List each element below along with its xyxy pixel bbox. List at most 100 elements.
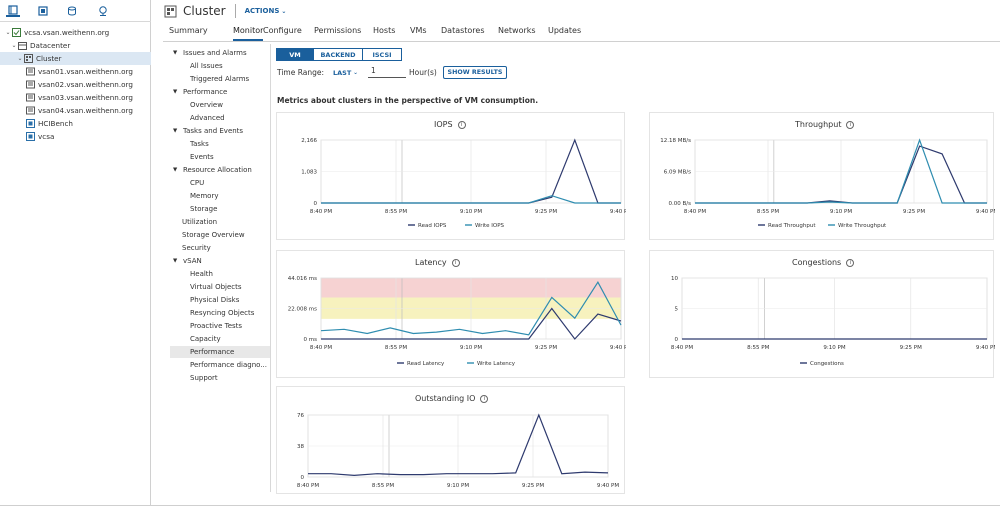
y-tick-label: 6.09 MB/s: [664, 170, 691, 176]
x-tick-label: 9:10 PM: [447, 483, 469, 489]
hosts-clusters-view-icon[interactable]: [6, 4, 20, 17]
show-results-button[interactable]: SHOW RESULTS: [443, 66, 507, 79]
tab-vms[interactable]: VMs: [410, 26, 427, 35]
subnav-item[interactable]: Virtual Objects: [170, 281, 270, 293]
y-tick-label: 22.008 ms: [288, 307, 317, 313]
subnav-item[interactable]: Capacity: [170, 333, 270, 345]
subnav-item[interactable]: Health: [170, 268, 270, 280]
info-icon[interactable]: i: [480, 394, 489, 403]
x-tick-label: 8:55 PM: [372, 483, 394, 489]
tree-item[interactable]: ⌄ Datacenter: [0, 39, 151, 52]
actions-menu-button[interactable]: ACTIONS ⌄: [245, 7, 287, 15]
subnav-group[interactable]: ▼ Issues and Alarms: [170, 47, 270, 59]
time-range-mode-select[interactable]: LAST ⌄: [333, 67, 358, 78]
tab-monitor[interactable]: Monitor: [233, 26, 264, 41]
tree-item[interactable]: vsan04.vsan.weithenn.org: [0, 104, 151, 117]
subnav-label: Support: [190, 374, 218, 382]
subnav-group[interactable]: ▼ Tasks and Events: [170, 125, 270, 137]
subnav-item[interactable]: Security: [170, 242, 270, 254]
latency-chart: 8:40 PM 8:55 PM 9:10 PM 9:25 PM 9:40 PM 44.01…: [288, 276, 626, 367]
subnav-label: vSAN: [183, 257, 202, 265]
tree-item[interactable]: HCIBench: [0, 117, 151, 130]
subnav-label: Advanced: [190, 114, 225, 122]
info-icon[interactable]: i: [846, 120, 855, 129]
cluster-icon: [24, 54, 33, 63]
latency-title: Latency i: [415, 258, 460, 267]
chevron-down-icon[interactable]: ▼: [173, 128, 178, 134]
info-icon[interactable]: i: [846, 258, 855, 267]
x-tick-label: 9:40 PM: [976, 345, 995, 351]
outstanding-io-card: Outstanding IO i 8:40 PM 8:55 PM 9:10 PM 9:2…: [276, 386, 625, 494]
chevron-down-icon[interactable]: ⌄: [5, 29, 11, 36]
tab-hosts[interactable]: Hosts: [373, 26, 396, 35]
tree-item[interactable]: vsan01.vsan.weithenn.org: [0, 65, 151, 78]
info-icon[interactable]: i: [451, 258, 460, 267]
x-tick-label: 9:25 PM: [900, 345, 922, 351]
subnav-item[interactable]: Events: [170, 151, 270, 163]
subnav-label: Overview: [190, 101, 223, 109]
subnav-item[interactable]: All Issues: [170, 60, 270, 72]
segment-backend[interactable]: BACKEND: [313, 48, 363, 61]
tree-item[interactable]: vcsa: [0, 130, 151, 143]
tree-item[interactable]: ⌄ Cluster: [0, 52, 151, 65]
tree-item[interactable]: vsan02.vsan.weithenn.org: [0, 78, 151, 91]
throughput-chart: 8:40 PM 8:55 PM 9:10 PM 9:25 PM 9:40 PM 12.18…: [660, 138, 995, 229]
tab-datastores[interactable]: Datastores: [441, 26, 485, 35]
subnav-item[interactable]: Storage: [170, 203, 270, 215]
segment-vm[interactable]: VM: [276, 48, 314, 61]
page-title: Cluster: [183, 4, 226, 18]
tree-item-label: vsan03.vsan.weithenn.org: [38, 93, 133, 102]
subnav-item[interactable]: Physical Disks: [170, 294, 270, 306]
chevron-down-icon[interactable]: ⌄: [11, 42, 17, 49]
subnav-item[interactable]: Resyncing Objects: [170, 307, 270, 319]
tab-summary[interactable]: Summary: [169, 26, 208, 35]
storage-view-icon[interactable]: [65, 4, 79, 17]
subnav-item[interactable]: Overview: [170, 99, 270, 111]
subnav-item[interactable]: Advanced: [170, 112, 270, 124]
chevron-down-icon[interactable]: ▼: [173, 167, 178, 173]
bottom-divider: [0, 505, 1000, 506]
y-tick-label: 0: [314, 201, 318, 207]
metrics-description: Metrics about clusters in the perspectiv…: [277, 96, 539, 105]
legend-label: Write IOPS: [475, 223, 505, 229]
chevron-down-icon[interactable]: ⌄: [17, 55, 23, 62]
monitor-subnav: ▼ Issues and Alarms All Issues Triggered Al…: [170, 44, 271, 492]
chevron-down-icon[interactable]: ▼: [173, 50, 178, 56]
tab-permissions[interactable]: Permissions: [314, 26, 362, 35]
chevron-down-icon: ⌄: [353, 69, 358, 76]
subnav-group[interactable]: ▼ Performance: [170, 86, 270, 98]
x-tick-label: 8:40 PM: [297, 483, 319, 489]
x-tick-label: 9:10 PM: [823, 345, 845, 351]
segment-iscsi[interactable]: ISCSI: [362, 48, 402, 61]
tab-networks[interactable]: Networks: [498, 26, 536, 35]
subnav-item[interactable]: Proactive Tests: [170, 320, 270, 332]
tab-configure[interactable]: Configure: [263, 26, 302, 35]
chevron-down-icon[interactable]: ▼: [173, 89, 178, 95]
vms-templates-view-icon[interactable]: [36, 4, 50, 17]
subnav-item[interactable]: Performance diagno...: [170, 359, 270, 371]
subnav-item[interactable]: Triggered Alarms: [170, 73, 270, 85]
tree-item[interactable]: ⌄ vcsa.vsan.weithenn.org: [0, 26, 151, 39]
outstanding-io-title-text: Outstanding IO: [415, 394, 476, 403]
x-tick-label: 8:40 PM: [671, 345, 693, 351]
subnav-group[interactable]: ▼ Resource Allocation: [170, 164, 270, 176]
subnav-item[interactable]: Storage Overview: [170, 229, 270, 241]
info-icon[interactable]: i: [457, 120, 466, 129]
y-tick-label: 0 ms: [304, 337, 318, 343]
subnav-item[interactable]: Memory: [170, 190, 270, 202]
subnav-label: Events: [190, 153, 214, 161]
subnav-item[interactable]: Support: [170, 372, 270, 384]
subnav-item[interactable]: CPU: [170, 177, 270, 189]
networking-view-icon[interactable]: [96, 4, 110, 17]
tree-item[interactable]: vsan03.vsan.weithenn.org: [0, 91, 151, 104]
chevron-down-icon[interactable]: ▼: [173, 258, 178, 264]
subnav-item[interactable]: Performance: [170, 346, 270, 358]
time-range-value-input[interactable]: 1: [368, 66, 406, 78]
time-range-mode-value: LAST: [333, 68, 352, 77]
y-tick-label: 1,083: [301, 170, 317, 176]
subnav-item[interactable]: Tasks: [170, 138, 270, 150]
subnav-group[interactable]: ▼ vSAN: [170, 255, 270, 267]
subnav-item[interactable]: Utilization: [170, 216, 270, 228]
tab-updates[interactable]: Updates: [548, 26, 582, 35]
title-divider: [234, 4, 236, 18]
